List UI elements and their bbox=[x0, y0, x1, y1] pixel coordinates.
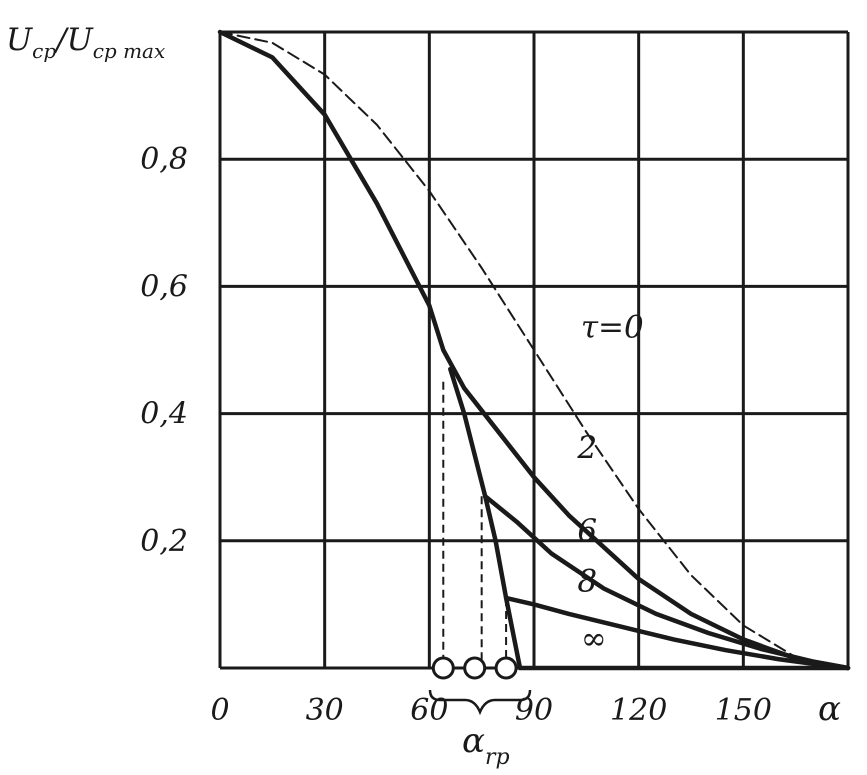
series-line-2 bbox=[448, 366, 851, 671]
chart-drop-lines bbox=[442, 381, 508, 668]
chart-grid bbox=[218, 30, 850, 670]
x-tick-label: 150 bbox=[715, 693, 772, 728]
alpha-group-label: αrp bbox=[462, 721, 510, 770]
x-tick-label: 30 bbox=[306, 693, 344, 728]
y-axis-label: Ucp/Ucp max bbox=[6, 22, 165, 63]
curve-label: τ=0 bbox=[581, 309, 644, 345]
y-tick-label: 0,8 bbox=[140, 142, 188, 177]
chart-tick-labels: 0 30 60 90 120 150 0,2 0,4 0,6 0,8 bbox=[140, 142, 772, 728]
alpha-marker bbox=[431, 656, 455, 680]
x-axis-label: α bbox=[818, 689, 841, 729]
series-line-3 bbox=[482, 494, 851, 671]
x-tick-label: 120 bbox=[610, 693, 667, 728]
x-tick-label: 0 bbox=[210, 693, 229, 728]
curve-label: ∞ bbox=[581, 621, 607, 657]
x-tick-label: 90 bbox=[515, 693, 553, 728]
curve-label: 8 bbox=[577, 564, 597, 600]
series-line-0 bbox=[219, 31, 849, 669]
series-line-1 bbox=[217, 29, 851, 671]
alpha-group-brace bbox=[428, 689, 532, 716]
y-tick-label: 0,2 bbox=[140, 524, 188, 559]
chart-curve-labels: τ=0 2 6 8 ∞ bbox=[576, 309, 643, 657]
alpha-marker bbox=[463, 656, 487, 680]
alpha-marker bbox=[494, 656, 518, 680]
chart-series-layer bbox=[217, 29, 851, 671]
curve-label: 6 bbox=[577, 513, 597, 549]
series-line-4 bbox=[503, 595, 851, 671]
y-tick-label: 0,4 bbox=[140, 397, 188, 432]
chart-markers bbox=[431, 656, 518, 680]
curve-label: 2 bbox=[576, 430, 597, 466]
x-tick-label: 60 bbox=[410, 693, 448, 728]
y-tick-label: 0,6 bbox=[140, 269, 188, 304]
